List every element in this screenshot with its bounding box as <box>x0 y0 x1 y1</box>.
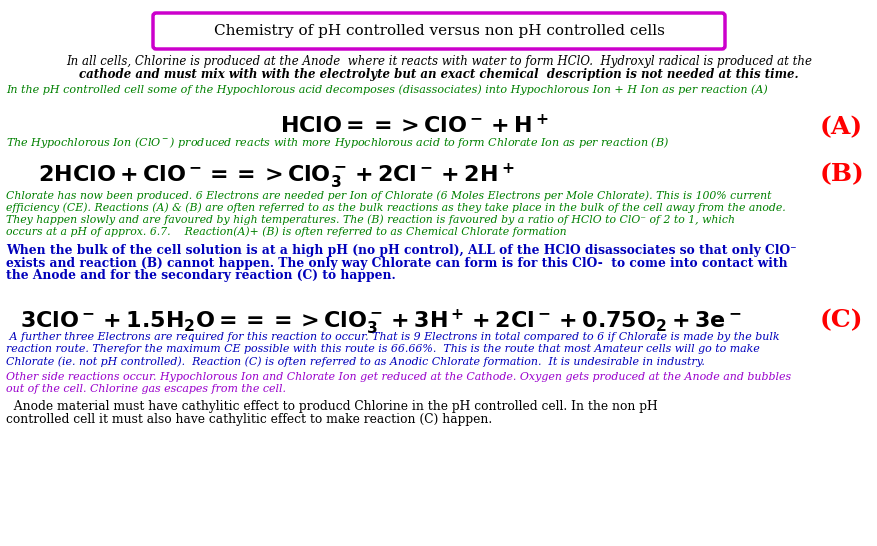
Text: the Anode and for the secondary reaction (C) to happen.: the Anode and for the secondary reaction… <box>6 269 396 282</box>
Text: They happen slowly and are favoured by high temperatures. The (B) reaction is fa: They happen slowly and are favoured by h… <box>6 214 734 224</box>
Text: $\mathbf{HClO ==>ClO^- + H^+}$: $\mathbf{HClO ==>ClO^- + H^+}$ <box>280 115 548 138</box>
Text: A further three Electrons are required for this reaction to occur. That is 9 Ele: A further three Electrons are required f… <box>6 332 779 342</box>
Text: Chemistry of pH controlled versus non pH controlled cells: Chemistry of pH controlled versus non pH… <box>213 24 664 38</box>
Text: The Hypochlorous Ion (ClO$^-$) produced reacts with more Hypochlorous acid to fo: The Hypochlorous Ion (ClO$^-$) produced … <box>6 135 668 150</box>
FancyBboxPatch shape <box>153 13 724 49</box>
Text: Other side reactions occur. Hypochlorous Ion and Chlorate Ion get reduced at the: Other side reactions occur. Hypochlorous… <box>6 372 790 382</box>
Text: occurs at a pH of approx. 6.7.    Reaction(A)+ (B) is often referred to as Chemi: occurs at a pH of approx. 6.7. Reaction(… <box>6 226 566 236</box>
Text: efficiency (CE). Reactions (A) & (B) are often referred to as the bulk reactions: efficiency (CE). Reactions (A) & (B) are… <box>6 202 785 212</box>
Text: out of the cell. Chlorine gas escapes from the cell.: out of the cell. Chlorine gas escapes fr… <box>6 383 286 394</box>
Text: (B): (B) <box>819 162 864 186</box>
Text: Chlorate has now been produced. 6 Electrons are needed per Ion of Chlorate (6 Mo: Chlorate has now been produced. 6 Electr… <box>6 190 771 200</box>
Text: $\mathbf{3ClO^- + 1.5H_2O ===> ClO_3^- + 3H^+ + 2Cl^- + 0.75O_2 +3e^-}$: $\mathbf{3ClO^- + 1.5H_2O ===> ClO_3^- +… <box>20 308 741 337</box>
Text: $\mathbf{2HClO + ClO^- ==> ClO_3^- + 2Cl^- + 2H^+}$: $\mathbf{2HClO + ClO^- ==> ClO_3^- + 2Cl… <box>38 162 514 191</box>
Text: Chlorate (ie. not pH controlled).  Reaction (C) is often referred to as Anodic C: Chlorate (ie. not pH controlled). Reacti… <box>6 356 704 366</box>
Text: (A): (A) <box>819 115 862 139</box>
Text: In the pH controlled cell some of the Hypochlorous acid decomposes (disassociate: In the pH controlled cell some of the Hy… <box>6 84 766 94</box>
Text: reaction route. Therefor the maximum CE possible with this route is 66.66%.  Thi: reaction route. Therefor the maximum CE … <box>6 344 759 354</box>
Text: Anode material must have cathylitic effect to producd Chlorine in the pH control: Anode material must have cathylitic effe… <box>6 400 657 413</box>
Text: When the bulk of the cell solution is at a high pH (no pH control), ALL of the H: When the bulk of the cell solution is at… <box>6 244 795 257</box>
Text: cathode and must mix with with the electrolyte but an exact chemical  descriptio: cathode and must mix with with the elect… <box>79 68 798 81</box>
Text: In all cells, Chlorine is produced at the Anode  where it reacts with water to f: In all cells, Chlorine is produced at th… <box>66 55 811 68</box>
Text: exists and reaction (B) cannot happen. The only way Chlorate can form is for thi: exists and reaction (B) cannot happen. T… <box>6 257 787 270</box>
Text: (C): (C) <box>819 308 862 332</box>
Text: controlled cell it must also have cathylitic effect to make reaction (C) happen.: controlled cell it must also have cathyl… <box>6 413 492 426</box>
